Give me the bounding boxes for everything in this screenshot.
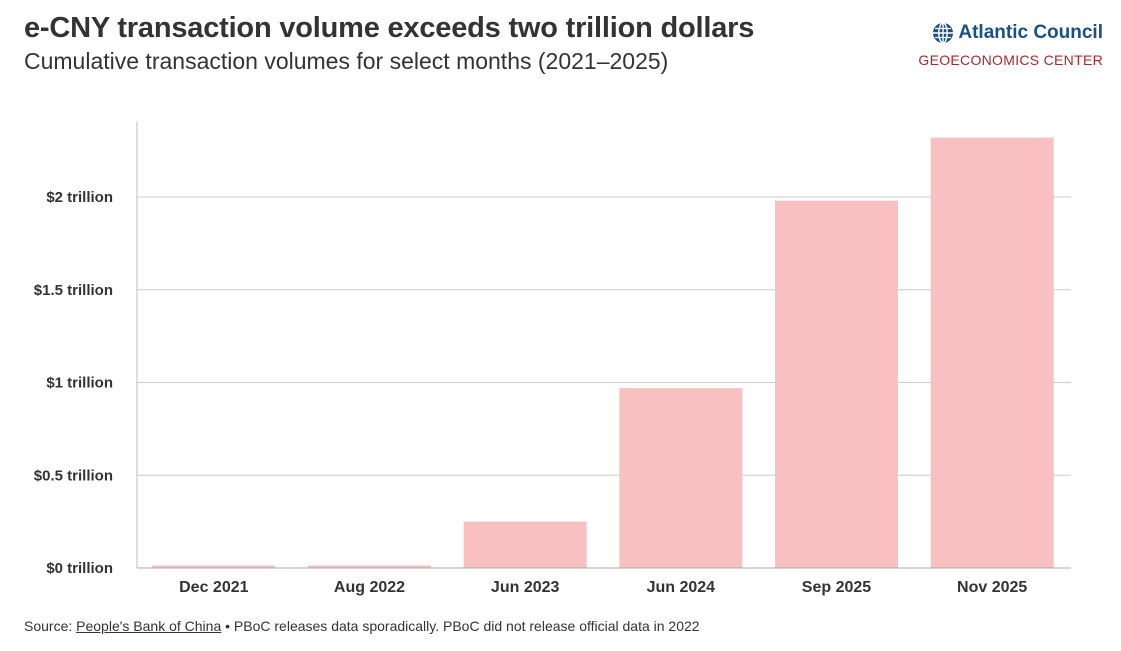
x-tick-label: Jun 2023 [491, 579, 560, 596]
y-tick-label: $1.5 trillion [34, 282, 113, 299]
chart-subtitle: Cumulative transaction volumes for selec… [24, 48, 669, 74]
y-tick-label: $0.5 trillion [34, 467, 113, 484]
x-tick-label: Jun 2024 [647, 579, 716, 596]
y-tick-label: $2 trillion [46, 189, 113, 206]
x-tick-label: Sep 2025 [802, 579, 871, 596]
bar [775, 200, 898, 568]
source-text: • PBoC releases data sporadically. PBoC … [221, 618, 700, 634]
globe-icon [933, 22, 954, 44]
bar [619, 388, 743, 568]
source-note: Source: People's Bank of China • PBoC re… [24, 618, 700, 634]
x-tick-label: Aug 2022 [334, 579, 405, 596]
bar [463, 521, 587, 568]
source-prefix: Source: [24, 618, 77, 634]
source-link[interactable]: People's Bank of China [76, 618, 222, 634]
y-tick-label: $1 trillion [46, 375, 113, 392]
bar [930, 137, 1054, 568]
chart-title: e-CNY transaction volume exceeds two tri… [24, 12, 755, 44]
x-tick-label: Nov 2025 [957, 579, 1027, 596]
bar [308, 565, 431, 568]
logo-name: Atlantic Council [958, 22, 1103, 43]
logo-main: Atlantic Council [918, 22, 1103, 44]
logo-center: GEOECONOMICS CENTER [918, 52, 1103, 68]
y-tick-label: $0 trillion [46, 560, 113, 577]
bar [152, 565, 276, 568]
x-tick-label: Dec 2021 [179, 579, 248, 596]
atlantic-council-logo[interactable]: Atlantic Council GEOECONOMICS CENTER [918, 22, 1103, 68]
